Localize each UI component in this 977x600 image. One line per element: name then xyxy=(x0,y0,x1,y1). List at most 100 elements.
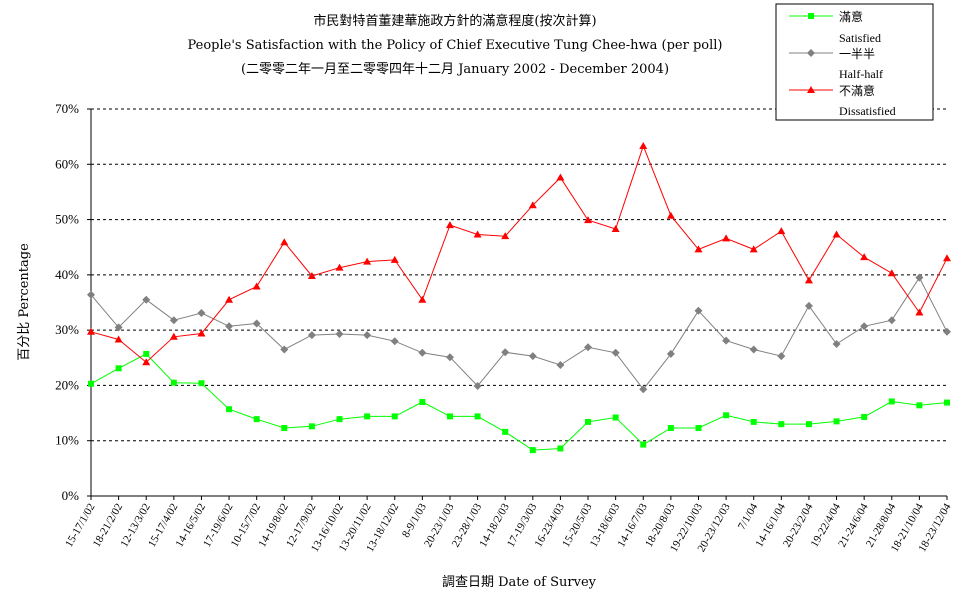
data-point xyxy=(418,295,427,303)
data-point xyxy=(501,232,510,240)
data-point xyxy=(611,224,620,232)
data-point xyxy=(390,255,399,263)
chart-title: 市民對特首董建華施政方針的滿意程度(按次計算) xyxy=(313,13,596,29)
data-point xyxy=(307,271,316,279)
data-point xyxy=(749,345,758,354)
data-point xyxy=(528,201,537,209)
data-point xyxy=(722,234,731,242)
data-point xyxy=(473,381,482,390)
y-tick-label: 30% xyxy=(55,322,79,337)
data-point xyxy=(777,352,786,361)
data-point xyxy=(887,269,896,277)
data-point xyxy=(226,406,233,413)
data-point xyxy=(170,379,177,386)
data-point xyxy=(198,380,205,387)
data-point xyxy=(556,360,565,369)
legend-marker-dissatisfied xyxy=(807,86,815,93)
data-point xyxy=(143,350,150,357)
x-tick-label: 7/1/04 xyxy=(736,501,761,532)
data-point xyxy=(169,316,178,325)
data-point xyxy=(916,402,923,409)
series-line xyxy=(90,276,948,391)
y-tick-label: 50% xyxy=(55,212,79,227)
data-point xyxy=(281,424,288,431)
data-point xyxy=(804,276,813,284)
series-half-half xyxy=(87,273,951,394)
data-point xyxy=(584,343,593,352)
data-point xyxy=(197,329,206,337)
data-point xyxy=(391,413,398,420)
y-axis-ticks: 0% 10% 20% 30% 40% 50% 60% 70% xyxy=(55,101,91,503)
data-point xyxy=(887,316,896,325)
data-point xyxy=(252,319,261,328)
data-point xyxy=(473,230,482,238)
data-point xyxy=(253,416,260,423)
data-point xyxy=(364,413,371,420)
data-point xyxy=(197,309,206,318)
legend: 滿意 Satisfied 一半半 Half-half 不滿意 Dissatisf… xyxy=(775,3,934,121)
data-point xyxy=(502,428,509,435)
data-point xyxy=(805,421,812,428)
legend-label-half-half: 一半半 xyxy=(839,47,875,61)
data-point xyxy=(280,238,289,246)
data-point xyxy=(943,254,951,262)
data-point xyxy=(556,173,565,181)
data-point xyxy=(915,273,924,282)
data-point xyxy=(363,331,372,340)
data-point xyxy=(474,413,481,420)
data-point xyxy=(336,416,343,423)
data-point xyxy=(584,216,593,224)
data-point xyxy=(694,306,703,315)
legend-label-dissatisfied: 不滿意 xyxy=(839,83,875,98)
data-point xyxy=(335,263,344,271)
data-point xyxy=(529,447,536,454)
data-point xyxy=(115,365,122,372)
legend-label-half-half-en: Half-half xyxy=(839,67,883,81)
chart-period: (二零零二年一月至二零零四年十二月 January 2002 - Decembe… xyxy=(241,62,669,77)
x-tick-label: 8-9/1/03 xyxy=(400,501,429,540)
data-point xyxy=(749,245,758,253)
data-point xyxy=(666,211,675,219)
data-point xyxy=(915,308,924,316)
data-point xyxy=(363,257,372,265)
data-point xyxy=(557,445,564,452)
data-point xyxy=(723,412,730,419)
data-point xyxy=(308,423,315,430)
data-point xyxy=(944,399,950,406)
legend-box xyxy=(775,3,934,121)
data-point xyxy=(142,358,151,366)
data-point xyxy=(833,418,840,425)
data-point xyxy=(750,418,757,425)
y-tick-label: 0% xyxy=(62,488,80,503)
data-point xyxy=(639,142,648,150)
x-axis-ticks: 15-17/1/0218-21/2/0212-13/3/0215-17/4/02… xyxy=(63,496,954,554)
data-point xyxy=(225,295,234,303)
data-point xyxy=(88,380,94,387)
data-point xyxy=(832,230,841,238)
data-point xyxy=(695,424,702,431)
data-point xyxy=(612,414,619,421)
data-point xyxy=(307,331,316,340)
data-point xyxy=(694,245,703,253)
data-point xyxy=(777,227,786,235)
data-point xyxy=(445,221,454,229)
data-point xyxy=(667,424,674,431)
y-tick-label: 60% xyxy=(55,156,79,171)
data-point xyxy=(501,348,510,357)
legend-label-satisfied-en: Satisfied xyxy=(839,31,881,45)
data-point xyxy=(114,323,123,332)
data-point xyxy=(943,327,951,336)
data-point xyxy=(142,295,151,304)
series-line xyxy=(90,353,948,451)
data-point xyxy=(611,348,620,357)
y-tick-label: 70% xyxy=(55,101,79,116)
chart-subtitle: People's Satisfaction with the Policy of… xyxy=(188,38,723,53)
y-axis-title: 百分比 Percentage xyxy=(17,243,32,361)
x-axis-title: 調查日期 Date of Survey xyxy=(442,575,597,590)
data-point xyxy=(778,421,785,428)
plot-area: 0% 10% 20% 30% 40% 50% 60% 70% 15-17/1/0218-21/… xyxy=(55,101,954,554)
data-point xyxy=(418,348,427,357)
y-tick-label: 40% xyxy=(55,267,79,282)
data-point xyxy=(445,353,454,362)
